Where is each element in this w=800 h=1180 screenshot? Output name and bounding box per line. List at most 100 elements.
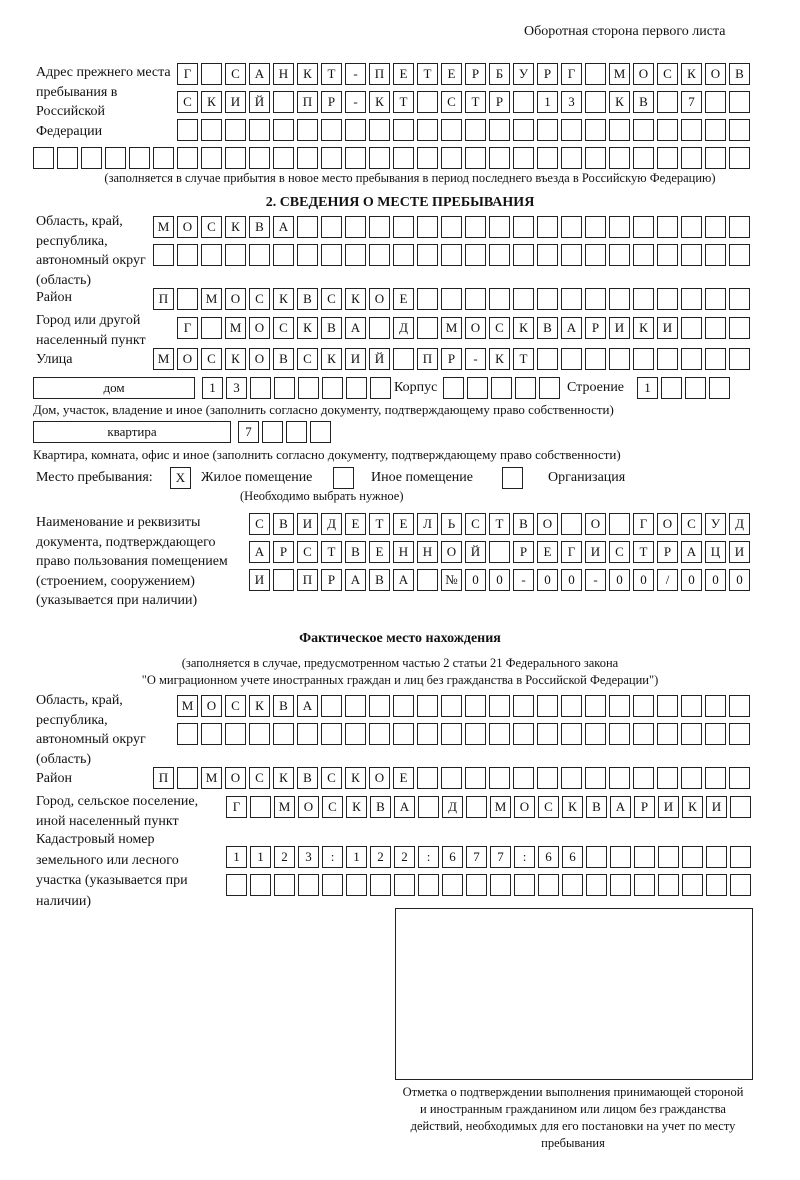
form-cell[interactable]: О: [537, 513, 558, 535]
form-cell[interactable]: [705, 244, 726, 266]
form-cell[interactable]: М: [153, 216, 174, 238]
form-cell[interactable]: А: [297, 695, 318, 717]
form-cell[interactable]: 1: [537, 91, 558, 113]
form-cell[interactable]: И: [249, 569, 270, 591]
form-cell[interactable]: [610, 846, 631, 868]
form-cell[interactable]: [33, 147, 54, 169]
form-cell[interactable]: К: [345, 288, 366, 310]
form-cell[interactable]: [466, 874, 487, 896]
form-cell[interactable]: Р: [465, 63, 486, 85]
form-cell[interactable]: [657, 723, 678, 745]
form-cell[interactable]: Е: [537, 541, 558, 563]
form-cell[interactable]: [274, 377, 295, 399]
form-cell[interactable]: [442, 874, 463, 896]
form-cell[interactable]: [297, 119, 318, 141]
form-cell[interactable]: [57, 147, 78, 169]
form-cell[interactable]: М: [201, 767, 222, 789]
form-cell[interactable]: [393, 348, 414, 370]
form-cell[interactable]: [225, 147, 246, 169]
form-cell[interactable]: 0: [633, 569, 654, 591]
form-cell[interactable]: А: [561, 317, 582, 339]
form-cell[interactable]: [561, 767, 582, 789]
form-cell[interactable]: [705, 348, 726, 370]
form-cell[interactable]: Г: [177, 317, 198, 339]
form-cell[interactable]: О: [298, 796, 319, 818]
form-cell[interactable]: 3: [561, 91, 582, 113]
form-cell[interactable]: [681, 288, 702, 310]
form-cell[interactable]: 7: [238, 421, 259, 443]
form-cell[interactable]: [369, 244, 390, 266]
form-cell[interactable]: Т: [465, 91, 486, 113]
form-cell[interactable]: 0: [681, 569, 702, 591]
form-cell[interactable]: К: [513, 317, 534, 339]
form-cell[interactable]: А: [249, 63, 270, 85]
form-cell[interactable]: [417, 695, 438, 717]
form-cell[interactable]: 7: [490, 846, 511, 868]
form-cell[interactable]: [681, 244, 702, 266]
form-cell[interactable]: С: [249, 513, 270, 535]
form-cell[interactable]: [609, 767, 630, 789]
form-cell[interactable]: С: [201, 216, 222, 238]
place-option-residential-checkbox[interactable]: X: [170, 467, 191, 489]
form-cell[interactable]: [729, 723, 750, 745]
form-cell[interactable]: К: [489, 348, 510, 370]
form-cell[interactable]: Г: [561, 541, 582, 563]
form-cell[interactable]: М: [225, 317, 246, 339]
form-cell[interactable]: [489, 119, 510, 141]
form-cell[interactable]: М: [490, 796, 511, 818]
form-cell[interactable]: /: [657, 569, 678, 591]
form-cell[interactable]: [201, 119, 222, 141]
form-cell[interactable]: Р: [537, 63, 558, 85]
form-cell[interactable]: [633, 348, 654, 370]
form-cell[interactable]: Ь: [441, 513, 462, 535]
form-cell[interactable]: Г: [226, 796, 247, 818]
form-cell[interactable]: О: [441, 541, 462, 563]
form-cell[interactable]: [585, 244, 606, 266]
form-cell[interactable]: Т: [513, 348, 534, 370]
form-cell[interactable]: [681, 119, 702, 141]
form-cell[interactable]: [609, 216, 630, 238]
form-cell[interactable]: [609, 288, 630, 310]
form-cell[interactable]: [417, 317, 438, 339]
form-cell[interactable]: А: [393, 569, 414, 591]
form-cell[interactable]: [706, 874, 727, 896]
form-cell[interactable]: И: [585, 541, 606, 563]
form-cell[interactable]: Н: [273, 63, 294, 85]
form-cell[interactable]: И: [657, 317, 678, 339]
form-cell[interactable]: [417, 569, 438, 591]
form-cell[interactable]: [729, 348, 750, 370]
form-cell[interactable]: [129, 147, 150, 169]
form-cell[interactable]: [585, 216, 606, 238]
form-cell[interactable]: Р: [321, 569, 342, 591]
form-cell[interactable]: Р: [585, 317, 606, 339]
form-cell[interactable]: [418, 796, 439, 818]
form-cell[interactable]: [321, 119, 342, 141]
form-cell[interactable]: [705, 317, 726, 339]
form-cell[interactable]: [417, 767, 438, 789]
form-cell[interactable]: [441, 695, 462, 717]
form-cell[interactable]: [273, 244, 294, 266]
form-cell[interactable]: К: [346, 796, 367, 818]
form-cell[interactable]: [514, 874, 535, 896]
form-cell[interactable]: [657, 216, 678, 238]
form-cell[interactable]: [201, 723, 222, 745]
form-cell[interactable]: О: [225, 288, 246, 310]
form-cell[interactable]: Л: [417, 513, 438, 535]
form-cell[interactable]: [370, 874, 391, 896]
form-cell[interactable]: [286, 421, 307, 443]
form-cell[interactable]: [417, 244, 438, 266]
form-cell[interactable]: [729, 317, 750, 339]
form-cell[interactable]: К: [273, 767, 294, 789]
form-cell[interactable]: [729, 695, 750, 717]
form-cell[interactable]: [561, 147, 582, 169]
form-cell[interactable]: [657, 348, 678, 370]
form-cell[interactable]: 1: [637, 377, 658, 399]
form-cell[interactable]: О: [249, 348, 270, 370]
form-cell[interactable]: О: [249, 317, 270, 339]
form-cell[interactable]: [633, 723, 654, 745]
form-cell[interactable]: 6: [538, 846, 559, 868]
form-cell[interactable]: [310, 421, 331, 443]
form-cell[interactable]: [705, 119, 726, 141]
form-cell[interactable]: [345, 119, 366, 141]
form-cell[interactable]: [153, 244, 174, 266]
